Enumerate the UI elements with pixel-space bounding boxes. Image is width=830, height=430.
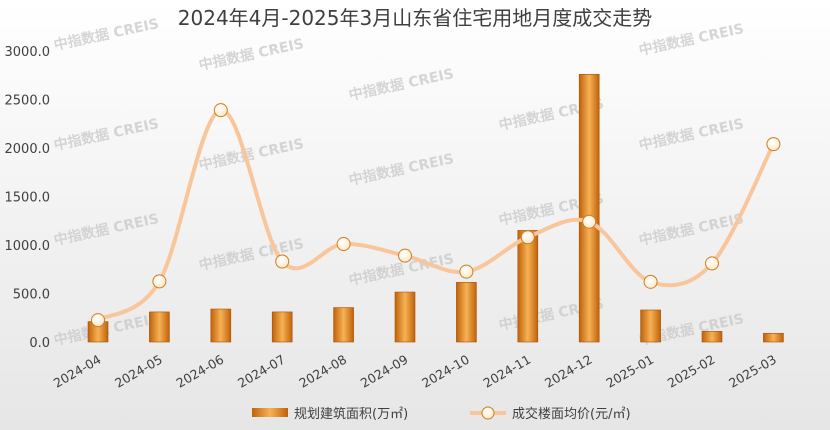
watermark-text: 中指数据 CREIS	[197, 35, 305, 74]
bar	[333, 307, 354, 343]
x-tick-label: 2024-07	[235, 352, 288, 391]
bar	[763, 332, 784, 343]
bar	[210, 308, 232, 343]
watermark-text: 中指数据 CREIS	[52, 115, 160, 154]
x-tick-label: 2024-10	[419, 352, 472, 391]
x-tick-label: 2025-02	[665, 352, 718, 391]
bar	[640, 309, 661, 343]
bar	[578, 73, 600, 343]
x-tick-label: 2025-03	[726, 352, 779, 391]
line-point	[336, 237, 351, 252]
line-point	[91, 313, 105, 328]
line-series	[91, 103, 781, 328]
line-point	[213, 103, 228, 118]
legend: 规划建筑面积(万㎡) 成交楼面均价(元/㎡)	[252, 406, 631, 422]
line-point	[152, 274, 167, 289]
bar	[701, 331, 723, 343]
watermark-text: 中指数据 CREIS	[637, 115, 745, 154]
line-point	[705, 256, 719, 271]
y-tick-label: 2000.0	[5, 142, 51, 157]
y-tick-label: 1000.0	[5, 239, 51, 254]
x-tick-label: 2024-09	[358, 352, 411, 391]
chart-title: 2024年4月-2025年3月山东省住宅用地月度成交走势	[178, 6, 652, 30]
bar-series	[87, 73, 784, 343]
x-tick-label: 2024-04	[51, 352, 104, 391]
y-tick-label: 1500.0	[5, 191, 51, 206]
bar	[271, 311, 293, 343]
line-point	[766, 137, 781, 152]
watermark-text: 中指数据 CREIS	[347, 65, 455, 104]
watermark-text: 中指数据 CREIS	[197, 135, 305, 174]
x-tick-label: 2025-01	[603, 352, 656, 391]
x-tick-label: 2024-08	[296, 352, 349, 391]
watermark-text: 中指数据 CREIS	[52, 15, 160, 54]
line-point	[520, 230, 535, 245]
x-tick-label: 2024-12	[542, 352, 595, 391]
line-point	[643, 274, 658, 289]
watermark-text: 中指数据 CREIS	[637, 210, 745, 249]
line-point	[582, 214, 597, 229]
legend-line-marker	[481, 406, 495, 420]
x-tick-label: 2024-05	[112, 352, 165, 391]
legend-line-label: 成交楼面均价(元/㎡)	[512, 406, 631, 422]
watermark-text: 中指数据 CREIS	[637, 20, 745, 59]
y-tick-label: 2500.0	[5, 94, 51, 109]
bar	[517, 230, 539, 343]
y-tick-label: 3000.0	[5, 45, 51, 60]
line-path	[96, 108, 776, 323]
y-tick-label: 0.0	[29, 336, 50, 351]
x-axis: 2024-04 2024-05 2024-06 2024-07 2024-08 2024-…	[51, 352, 779, 391]
legend-bar-swatch	[252, 408, 288, 417]
x-tick-label: 2024-06	[174, 352, 227, 391]
watermark-text: 中指数据 CREIS	[52, 210, 160, 249]
y-axis: 0.0 500.0 1000.0 1500.0 2000.0 2500.0 3000.0	[5, 45, 51, 351]
bar	[149, 311, 170, 343]
line-point	[398, 248, 412, 263]
legend-bar-label: 规划建筑面积(万㎡)	[294, 406, 408, 422]
x-tick-label: 2024-11	[481, 352, 534, 391]
bar	[394, 291, 416, 343]
line-point	[459, 264, 474, 279]
line-point	[275, 254, 290, 269]
watermark-text: 中指数据 CREIS	[347, 150, 455, 189]
bar	[456, 282, 477, 343]
y-tick-label: 500.0	[13, 288, 50, 303]
